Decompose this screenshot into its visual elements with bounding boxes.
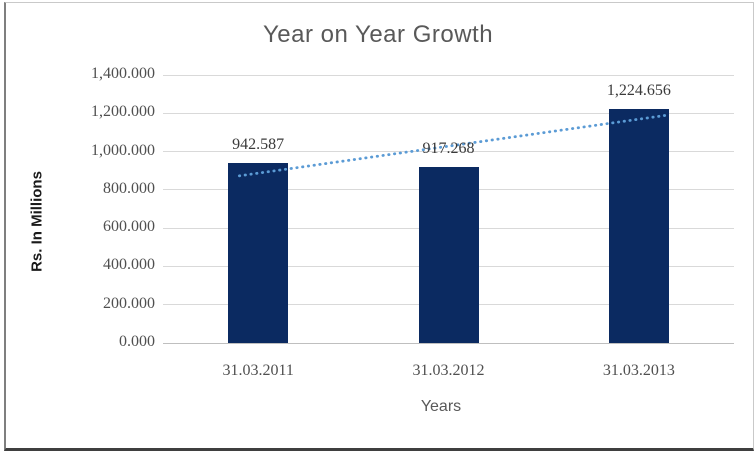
y-tick-label: 600.000 xyxy=(103,218,155,236)
chart-title: Year on Year Growth xyxy=(262,21,494,48)
gridline xyxy=(163,151,734,153)
y-tick-label: 1,200.000 xyxy=(91,103,155,121)
y-tick-label: 800.000 xyxy=(103,179,155,197)
y-tick-label: 1,000.000 xyxy=(91,141,155,159)
x-tick-label: 31.03.2011 xyxy=(222,362,294,379)
bar-31.03.2013 xyxy=(608,108,669,343)
trendline-path xyxy=(237,113,668,178)
bar-31.03.2011 xyxy=(228,162,289,343)
data-label: 942.587 xyxy=(232,135,285,153)
data-label: 917.268 xyxy=(422,140,475,158)
x-tick-label: 31.03.2012 xyxy=(412,362,485,379)
y-tick-label: 400.000 xyxy=(103,256,155,274)
x-axis-line xyxy=(163,343,734,344)
bar-31.03.2012 xyxy=(418,167,479,343)
gridline xyxy=(163,112,734,114)
y-tick-label: 200.000 xyxy=(103,294,155,312)
y-tick-label: 0.000 xyxy=(119,333,155,350)
data-label: 1,224.656 xyxy=(606,81,671,99)
plot-area xyxy=(163,74,734,344)
trendline xyxy=(237,113,668,178)
x-tick-label: 31.03.2013 xyxy=(602,362,675,379)
x-axis-title: Years xyxy=(420,398,462,415)
y-tick-label: 1,400.000 xyxy=(91,65,155,82)
gridline xyxy=(163,74,734,76)
